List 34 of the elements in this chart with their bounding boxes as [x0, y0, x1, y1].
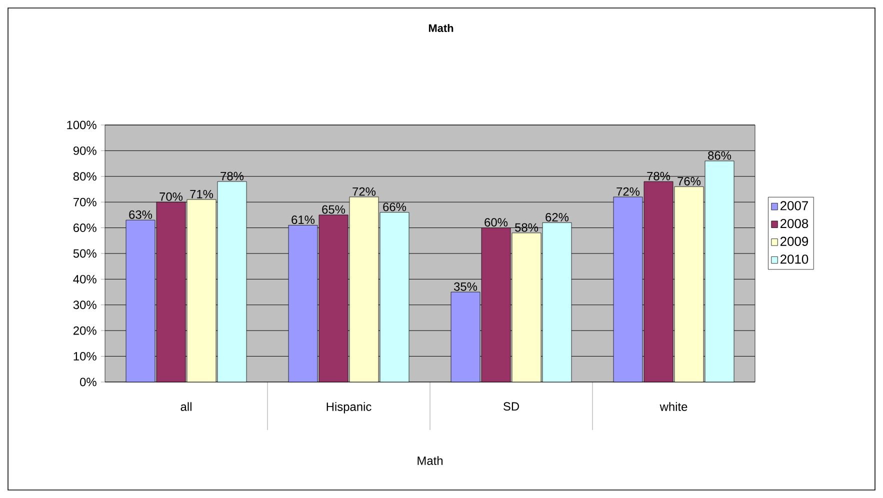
data-label: 65% — [322, 205, 346, 214]
y-tick-label: 80% — [73, 172, 96, 181]
data-label: 35% — [454, 282, 478, 291]
legend-label: 2008 — [780, 218, 808, 228]
data-label: 72% — [616, 187, 640, 196]
data-label: 66% — [383, 202, 406, 212]
y-tick-label: 50% — [73, 249, 96, 258]
x-tick-label: all — [180, 402, 192, 411]
data-label: 76% — [678, 177, 701, 186]
y-tick-label: 60% — [74, 224, 96, 232]
y-tick-label: 20% — [73, 326, 96, 335]
data-label: 71% — [190, 190, 214, 198]
y-tick-label: 0% — [80, 378, 96, 386]
data-label: 70% — [160, 192, 183, 201]
y-tick-label: 100% — [67, 120, 96, 130]
legend-label: 2010 — [780, 254, 808, 264]
legend-label: 2007 — [780, 201, 808, 210]
data-label: 61% — [292, 216, 315, 224]
x-axis-title: Math — [418, 456, 443, 465]
y-tick-label: 30% — [73, 300, 96, 310]
x-tick-label: white — [660, 402, 688, 411]
y-tick-label: 10% — [74, 352, 96, 361]
x-tick-label: Hispanic — [326, 402, 372, 414]
legend-label: 2009 — [780, 236, 808, 246]
x-tick-label: SD — [504, 402, 519, 411]
chart-title: Math — [428, 24, 454, 32]
data-label: 63% — [129, 210, 152, 219]
y-tick-label: 70% — [74, 198, 96, 206]
y-tick-label: 90% — [73, 146, 96, 155]
data-label: 60% — [484, 218, 508, 227]
y-tick-label: 40% — [73, 274, 96, 284]
data-label: 62% — [546, 212, 569, 222]
data-label: 72% — [352, 187, 376, 196]
data-label: 86% — [708, 151, 732, 160]
